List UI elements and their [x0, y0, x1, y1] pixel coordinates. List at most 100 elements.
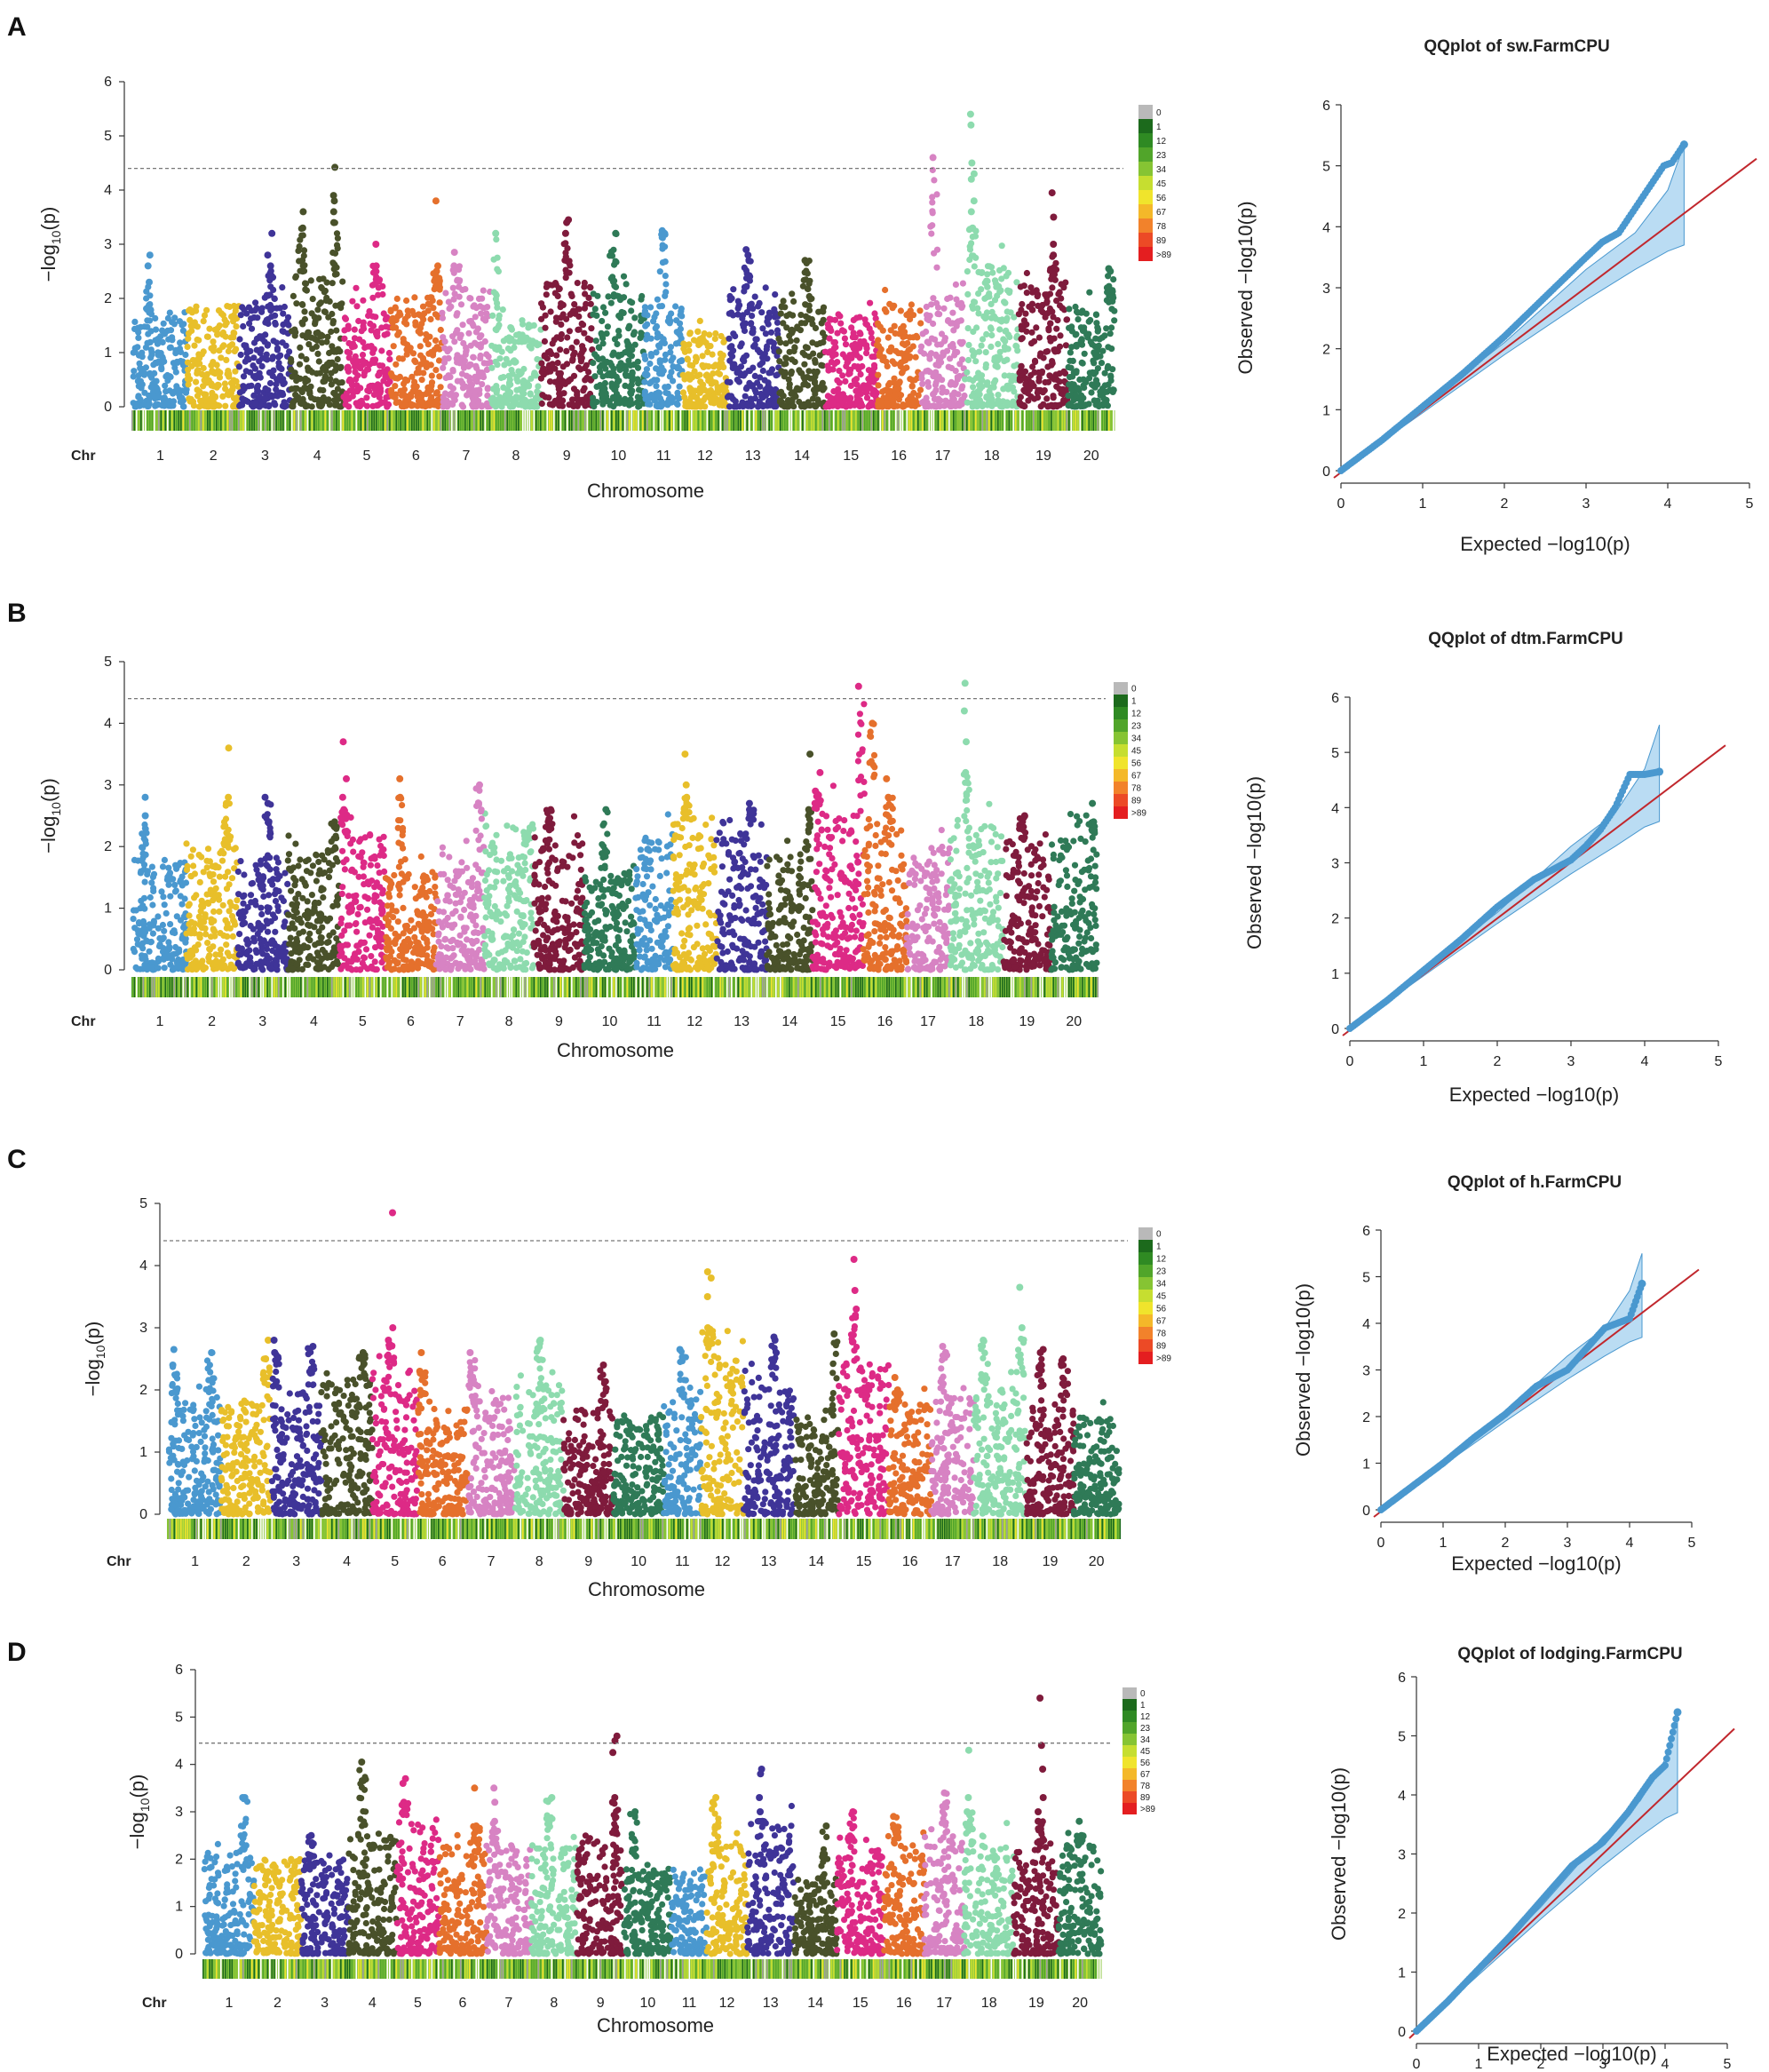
- snp-point: [599, 398, 607, 405]
- snp-point: [1028, 379, 1035, 386]
- density-cell: [977, 410, 980, 431]
- qq-x-tick-label: 0: [1337, 496, 1345, 512]
- density-cell: [675, 410, 678, 431]
- snp-point: [1063, 316, 1070, 323]
- snp-peak-point: [268, 229, 276, 237]
- snp-point: [376, 276, 384, 283]
- snp-point: [834, 395, 842, 402]
- snp-point: [135, 334, 142, 341]
- snp-point: [227, 390, 234, 397]
- snp-point: [254, 382, 262, 389]
- snp-point: [1098, 360, 1106, 367]
- snp-point: [225, 869, 232, 876]
- density-cell: [972, 410, 975, 431]
- density-cell: [258, 410, 260, 431]
- snp-point: [662, 243, 669, 250]
- snp-point: [146, 392, 153, 400]
- density-cell: [607, 410, 608, 431]
- snp-point: [470, 322, 477, 329]
- snp-point: [735, 303, 742, 310]
- density-cell: [997, 410, 999, 431]
- density-cell: [360, 410, 362, 431]
- snp-point: [297, 353, 305, 360]
- density-cell: [296, 410, 297, 431]
- snp-point: [488, 364, 496, 371]
- snp-point: [588, 325, 595, 332]
- snp-peak-point: [372, 241, 380, 248]
- snp-point: [893, 402, 900, 409]
- density-cell: [962, 410, 964, 431]
- density-cell: [293, 410, 296, 431]
- density-cell: [1006, 410, 1008, 431]
- snp-point: [930, 295, 937, 302]
- snp-point: [142, 364, 149, 371]
- snp-point: [1092, 311, 1099, 318]
- snp-point: [193, 378, 200, 385]
- density-cell: [484, 410, 487, 431]
- snp-point: [1053, 325, 1060, 332]
- density-cell: [1113, 410, 1115, 431]
- snp-point: [496, 312, 503, 319]
- snp-point: [965, 376, 972, 383]
- snp-point: [274, 345, 282, 352]
- chromosome-tick-label: 11: [656, 449, 671, 464]
- snp-point: [927, 402, 934, 409]
- snp-point: [207, 933, 215, 941]
- snp-point: [429, 297, 436, 304]
- snp-point: [221, 380, 228, 387]
- snp-point: [656, 357, 663, 364]
- snp-point: [641, 307, 649, 314]
- density-cell: [753, 410, 755, 431]
- snp-peak-point: [330, 197, 338, 205]
- chromosome-tick-label: 3: [261, 449, 269, 464]
- snp-point: [1083, 331, 1091, 338]
- density-cell: [799, 410, 802, 431]
- snp-point: [214, 381, 221, 388]
- snp-point: [318, 283, 325, 291]
- snp-point: [1087, 316, 1094, 324]
- density-cell: [504, 410, 506, 431]
- density-cell: [749, 410, 750, 431]
- snp-point: [242, 368, 250, 375]
- snp-point: [512, 359, 519, 366]
- snp-point: [277, 377, 284, 385]
- density-cell: [1082, 410, 1083, 431]
- snp-point: [995, 340, 1002, 347]
- snp-point: [270, 286, 277, 293]
- density-cell: [906, 410, 908, 431]
- snp-point: [147, 328, 155, 335]
- density-cell: [733, 410, 735, 431]
- snp-point: [641, 352, 648, 359]
- snp-point: [510, 399, 517, 406]
- snp-point: [167, 921, 174, 928]
- snp-point: [384, 403, 391, 410]
- density-cell: [837, 410, 839, 431]
- density-cell: [693, 410, 695, 431]
- snp-point: [436, 284, 443, 291]
- snp-point: [812, 390, 819, 398]
- snp-point: [217, 849, 224, 857]
- snp-point: [790, 403, 797, 410]
- snp-point: [277, 372, 284, 379]
- snp-point: [289, 385, 296, 393]
- snp-point: [206, 325, 213, 332]
- snp-point: [152, 326, 160, 333]
- snp-point: [699, 353, 706, 360]
- density-cell: [673, 410, 675, 431]
- snp-point: [320, 365, 327, 372]
- snp-point: [161, 856, 168, 864]
- snp-point: [757, 361, 764, 369]
- snp-point: [800, 381, 807, 388]
- snp-point: [419, 303, 427, 310]
- snp-point: [147, 893, 154, 901]
- density-cell: [140, 410, 142, 431]
- snp-point: [630, 331, 638, 338]
- density-cell: [515, 410, 518, 431]
- snp-point: [1023, 290, 1030, 297]
- snp-point: [620, 294, 628, 301]
- snp-point: [976, 397, 984, 404]
- snp-point: [381, 331, 388, 338]
- snp-point: [337, 363, 345, 370]
- snp-point: [745, 257, 752, 264]
- snp-point: [1050, 394, 1057, 401]
